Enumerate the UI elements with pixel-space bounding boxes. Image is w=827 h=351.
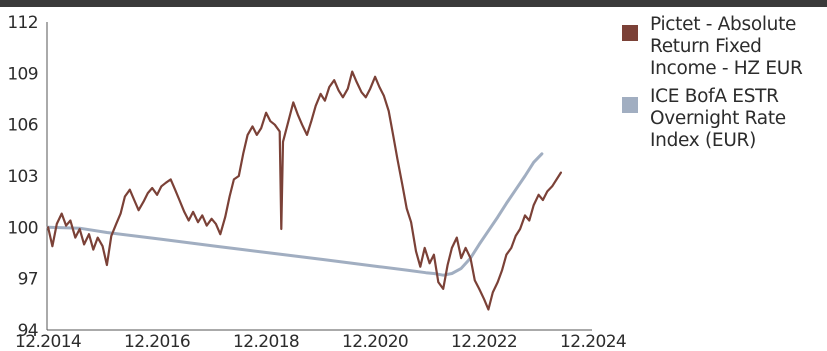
x-tick-label: 12.2014 — [15, 332, 81, 351]
x-tick-label: 12.2016 — [124, 332, 190, 351]
x-tick-label: 12.2018 — [233, 332, 299, 351]
legend-swatch-pictet — [622, 25, 638, 41]
x-tick-label: 12.2022 — [451, 332, 517, 351]
x-axis-ticks: 12.2014 12.2016 12.2018 12.2020 12.2022 12.20… — [15, 332, 627, 351]
y-tick-label: 103 — [7, 167, 38, 187]
legend-label-pictet: Pictet - Absolute Return Fixed Income - … — [650, 14, 803, 79]
chart-axes — [46, 22, 592, 331]
series-line-estr — [46, 152, 544, 277]
x-tick-label: 12.2020 — [342, 332, 408, 351]
y-tick-label: 100 — [7, 218, 38, 238]
y-tick-label: 112 — [7, 13, 38, 33]
top-bar — [0, 0, 827, 7]
y-tick-label: 94 — [18, 321, 38, 341]
y-axis-ticks: 112 109 106 103 100 97 94 — [7, 13, 38, 341]
chart-legend: Pictet - Absolute Return Fixed Income - … — [622, 14, 827, 158]
legend-label-estr: ICE BofA ESTR Overnight Rate Index (EUR) — [650, 86, 786, 151]
legend-item-pictet: Pictet - Absolute Return Fixed Income - … — [622, 14, 827, 80]
series-line-pictet — [47, 70, 562, 311]
y-tick-label: 109 — [7, 64, 38, 84]
series-layer — [46, 70, 562, 311]
y-tick-label: 97 — [18, 270, 38, 290]
legend-item-estr: ICE BofA ESTR Overnight Rate Index (EUR) — [622, 86, 827, 152]
legend-swatch-estr — [622, 97, 638, 113]
x-tick-label: 12.2024 — [560, 332, 626, 351]
y-tick-label: 106 — [7, 116, 38, 136]
